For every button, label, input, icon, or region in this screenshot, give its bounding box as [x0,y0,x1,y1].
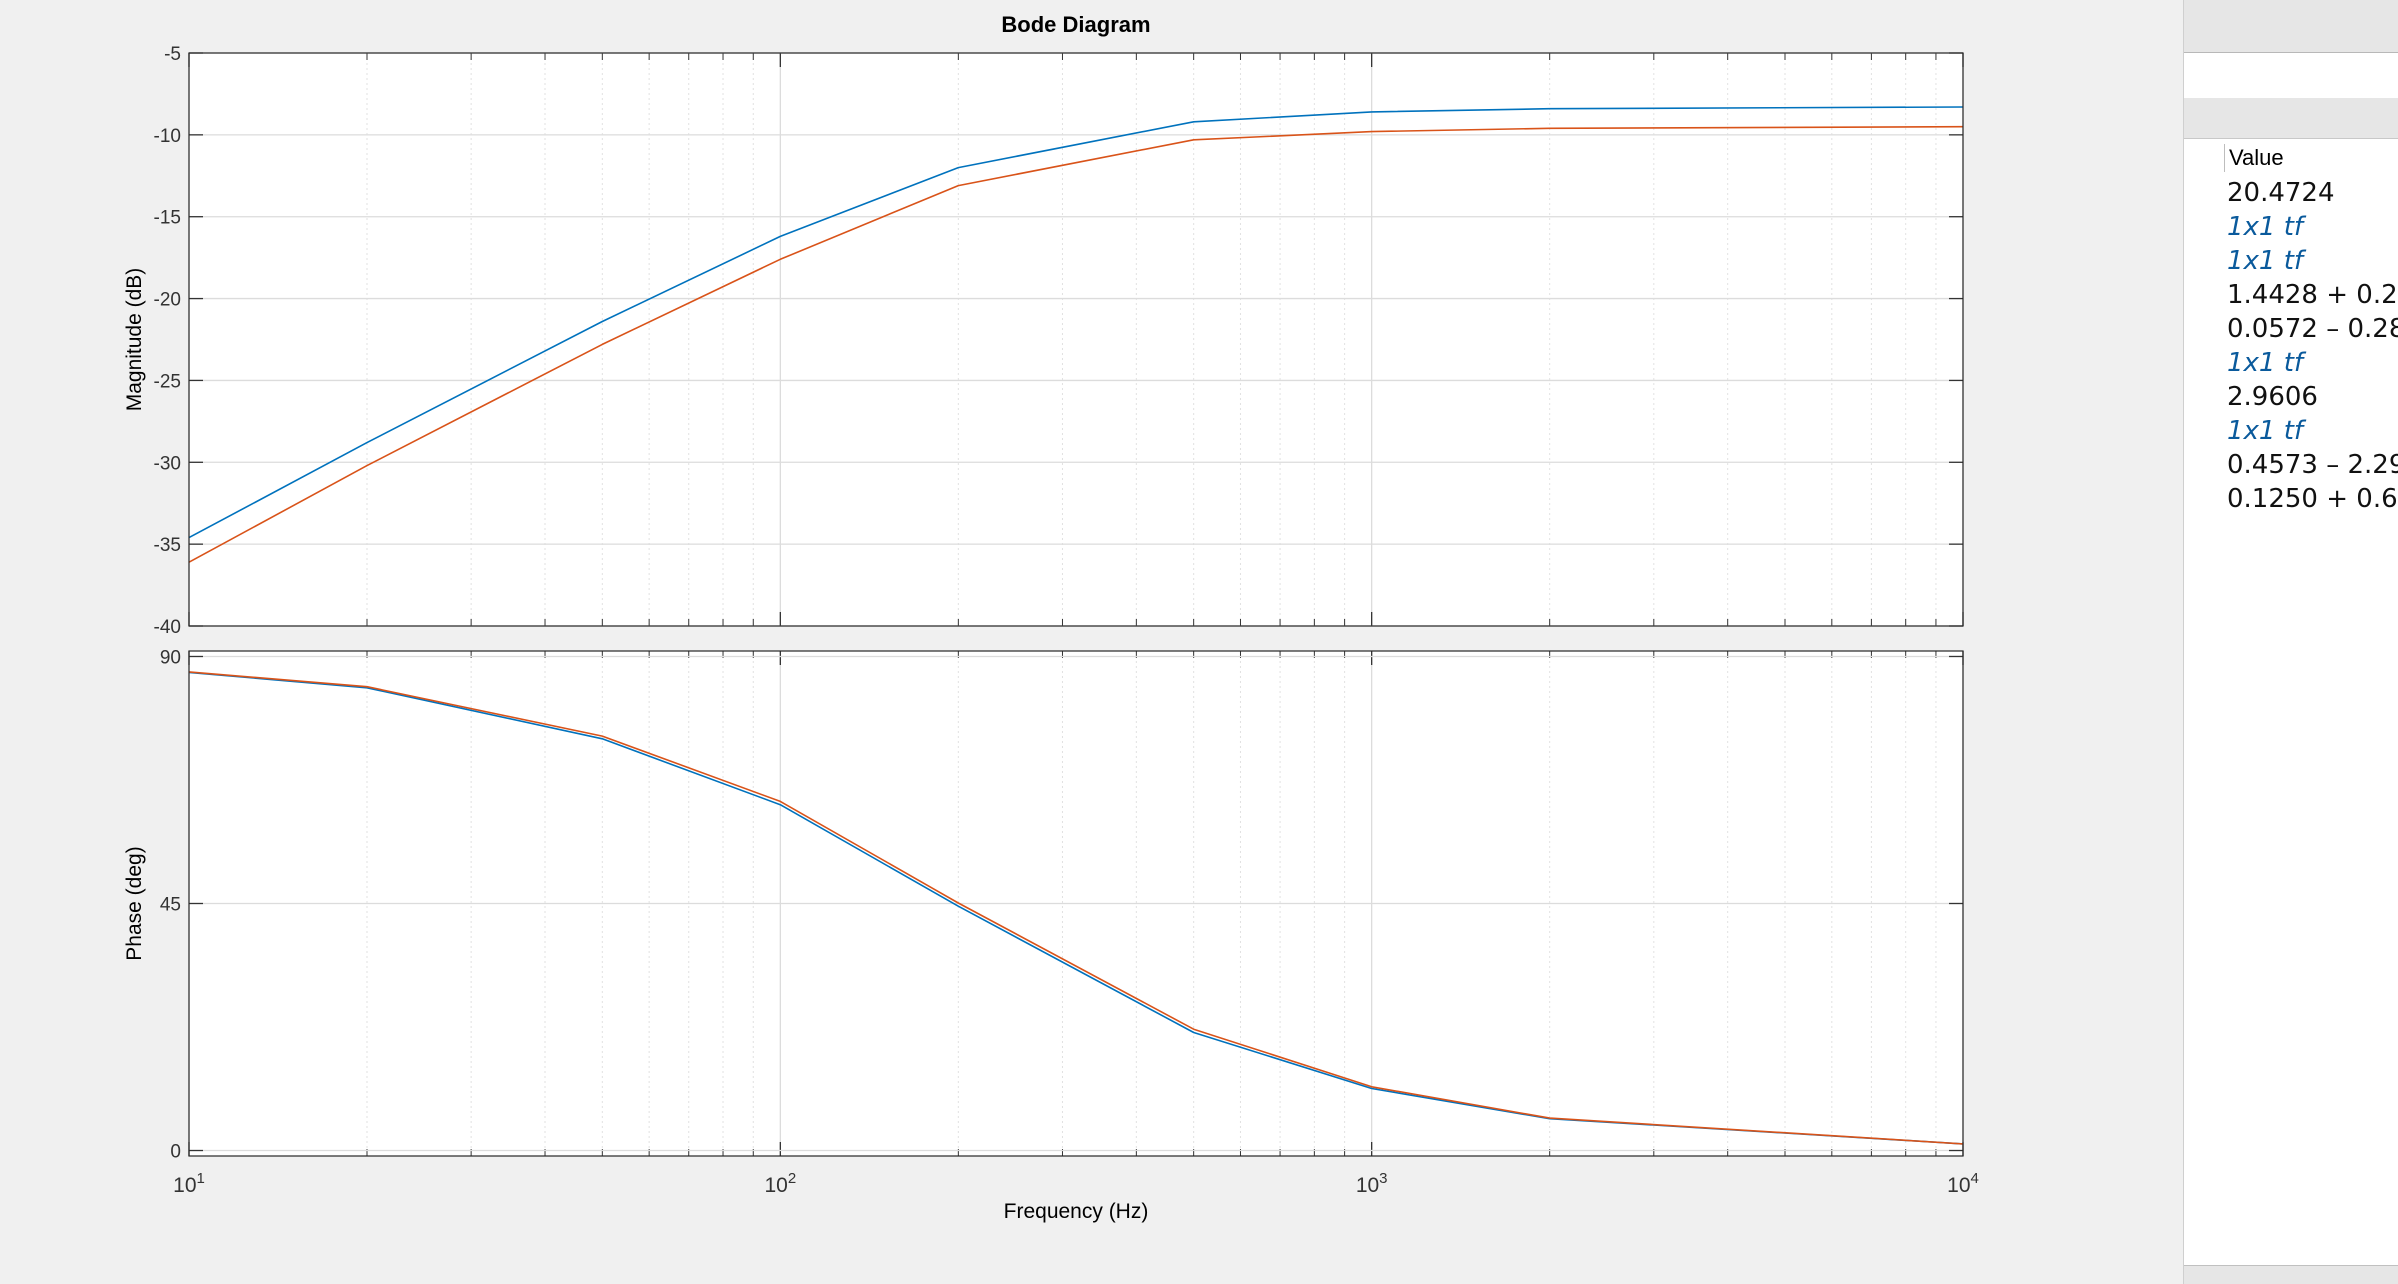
workspace-toolbar [2184,0,2398,53]
workspace-value[interactable]: 1x1 tf [2227,348,2304,378]
x-tick-label: 104 [1947,1170,1979,1197]
workspace-address-field[interactable] [2184,52,2398,100]
bode-figure: Bode Diagram -5 -10 -15 -20 -25 -30 -35 -40 Magni… [123,12,1979,1223]
axes-box-phase [188,650,1964,1157]
x-tick-label: 102 [764,1170,796,1197]
bode-chart: Bode Diagram -5 -10 -15 -20 -25 -30 -35 -40 Magni… [123,12,1979,1223]
workspace-value[interactable]: 1x1 tf [2227,212,2304,242]
workspace-value[interactable]: 1x1 tf [2227,416,2304,446]
magnitude-axis-label: Magnitude (dB) [123,268,146,412]
workspace-value[interactable]: 1.4428 + 0.28 [2227,280,2398,310]
phase-series-line-2 [188,671,1964,1145]
workspace-value[interactable]: 20.4724 [2227,178,2335,208]
workspace-panel: Value 20.4724 1x1 tf 1x1 tf 1.4428 + 0.28 0.… [2183,0,2398,1284]
x-tick-label: 103 [1356,1170,1388,1197]
value-column-header[interactable]: Value [2224,144,2284,172]
magnitude-series-line-2 [188,125,1964,563]
y-tick-label: -30 [154,453,181,474]
y-tick-label: -40 [154,617,181,638]
y-tick-label: -10 [154,126,181,147]
y-tick-label: -15 [154,208,181,229]
y-tick-label: -35 [154,535,181,556]
workspace-value[interactable]: 0.4573 – 2.29 [2227,450,2398,480]
workspace-filter-bar [2184,98,2398,139]
y-tick-label: 0 [170,1142,181,1163]
magnitude-series-line-1 [188,106,1964,539]
workspace-value[interactable]: 0.0572 – 0.28 [2227,314,2398,344]
workspace-value[interactable]: 0.1250 + 0.62 [2227,484,2398,514]
y-tick-label: -5 [164,44,181,65]
phase-axis-label: Phase (deg) [123,846,146,960]
axes-box-magnitude [188,52,1964,627]
plot-area-magnitude [189,53,1963,626]
workspace-value[interactable]: 2.9606 [2227,382,2318,412]
workspace-value[interactable]: 1x1 tf [2227,246,2304,276]
phase-series-line-1 [188,671,1964,1145]
x-tick-label: 101 [173,1170,205,1197]
y-tick-label: -20 [154,290,181,311]
chart-title: Bode Diagram [1001,12,1150,37]
workspace-scrollbar[interactable] [2184,1265,2398,1284]
x-axis-label: Frequency (Hz) [1004,1200,1149,1223]
y-tick-label: 45 [160,895,181,916]
y-tick-label: 90 [160,647,181,668]
y-tick-label: -25 [154,371,181,392]
